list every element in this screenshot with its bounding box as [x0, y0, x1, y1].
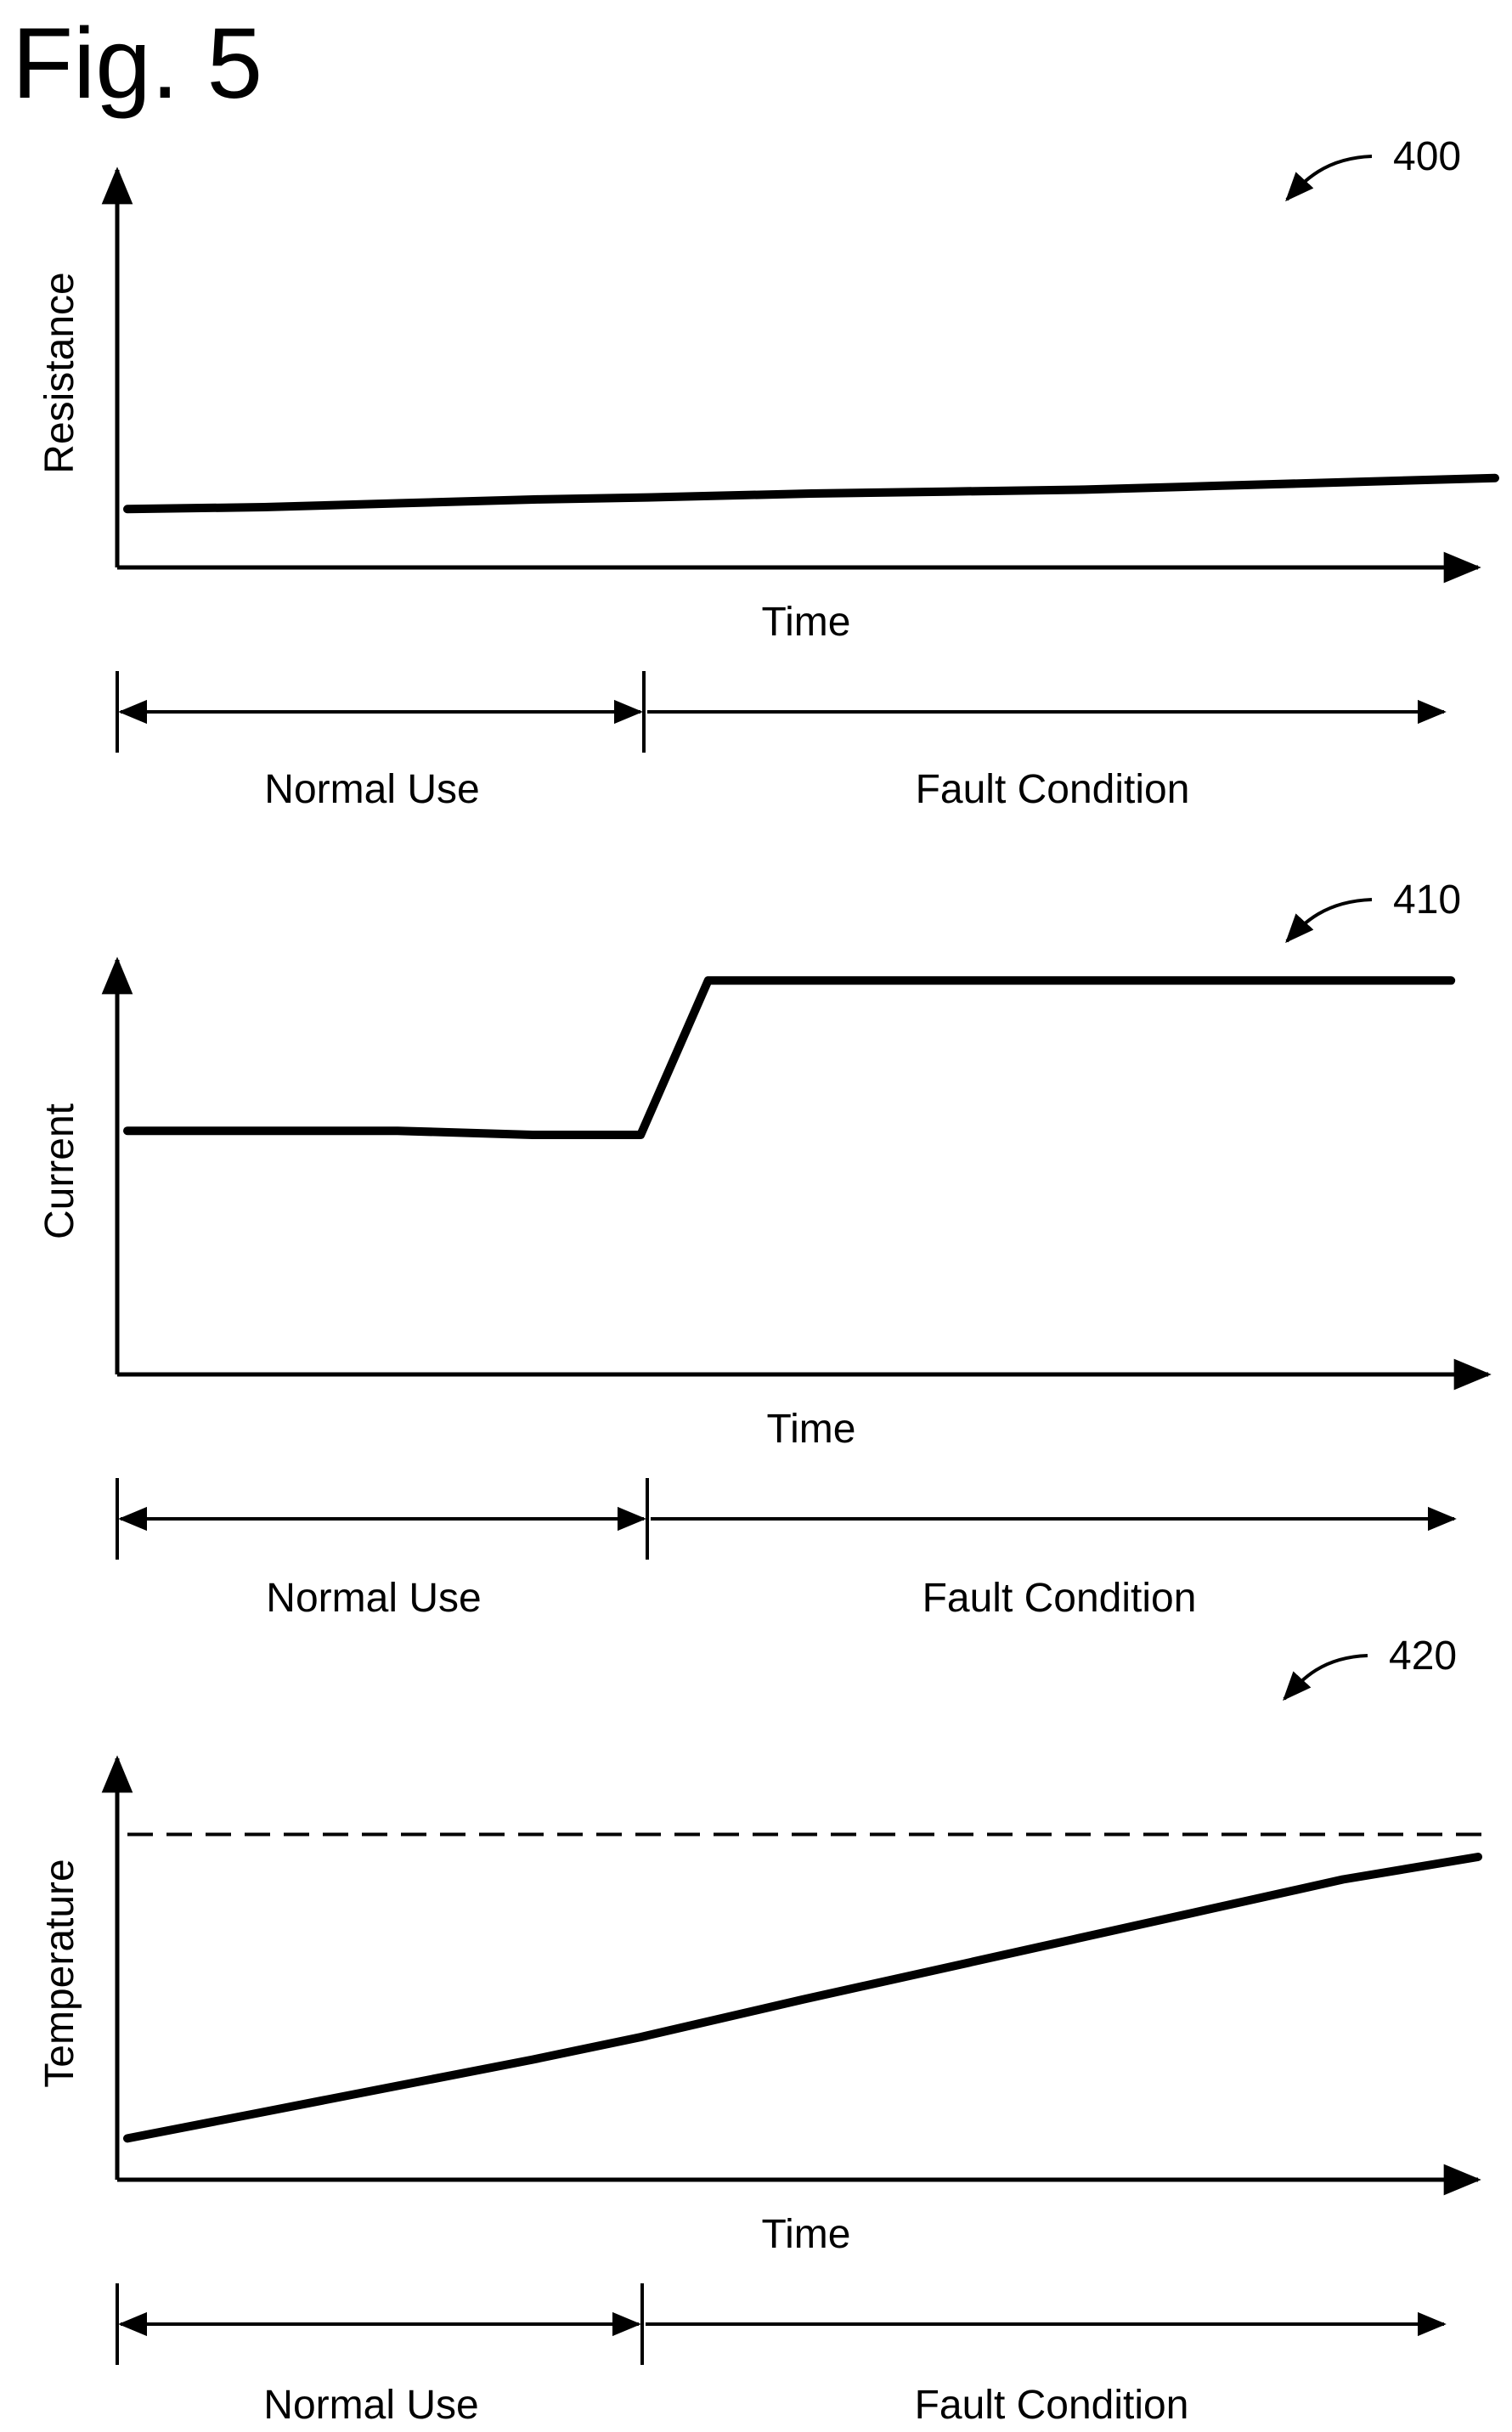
phase-label-normal-use: Normal Use	[266, 1576, 481, 1621]
y-axis-label: Resistance	[37, 272, 82, 473]
series-line	[123, 1853, 1482, 2143]
chart-panel-420: 420 Temperature Time Normal Use Fault Condit…	[37, 1634, 1495, 2428]
leader-arrow	[1283, 1654, 1368, 1701]
chart-panel-400: 400 Resistance Time Normal Use Fault Conditi…	[37, 134, 1499, 812]
leader-arrow	[1285, 155, 1373, 202]
x-axis-label: Time	[762, 600, 851, 645]
reference-numeral: 410	[1393, 877, 1461, 923]
y-axis-label: Temperature	[37, 1859, 82, 2087]
phase-label-fault-condition: Fault Condition	[916, 767, 1190, 812]
series-line	[123, 976, 1456, 1139]
figure-title: Fig. 5	[12, 8, 262, 120]
phase-label-normal-use: Normal Use	[263, 2383, 478, 2428]
x-axis-label: Time	[762, 2212, 851, 2257]
reference-numeral: 400	[1393, 134, 1461, 179]
phase-label-fault-condition: Fault Condition	[915, 2383, 1189, 2428]
y-axis-label: Current	[37, 1103, 82, 1239]
phase-label-normal-use: Normal Use	[264, 767, 479, 812]
leader-arrow	[1285, 898, 1373, 944]
series-line	[123, 473, 1499, 514]
reference-numeral: 420	[1389, 1634, 1457, 1679]
x-axis-label: Time	[767, 1407, 856, 1452]
chart-panel-410: 410 Current Time Normal Use Fault Condition	[37, 877, 1492, 1621]
phase-label-fault-condition: Fault Condition	[922, 1576, 1197, 1621]
